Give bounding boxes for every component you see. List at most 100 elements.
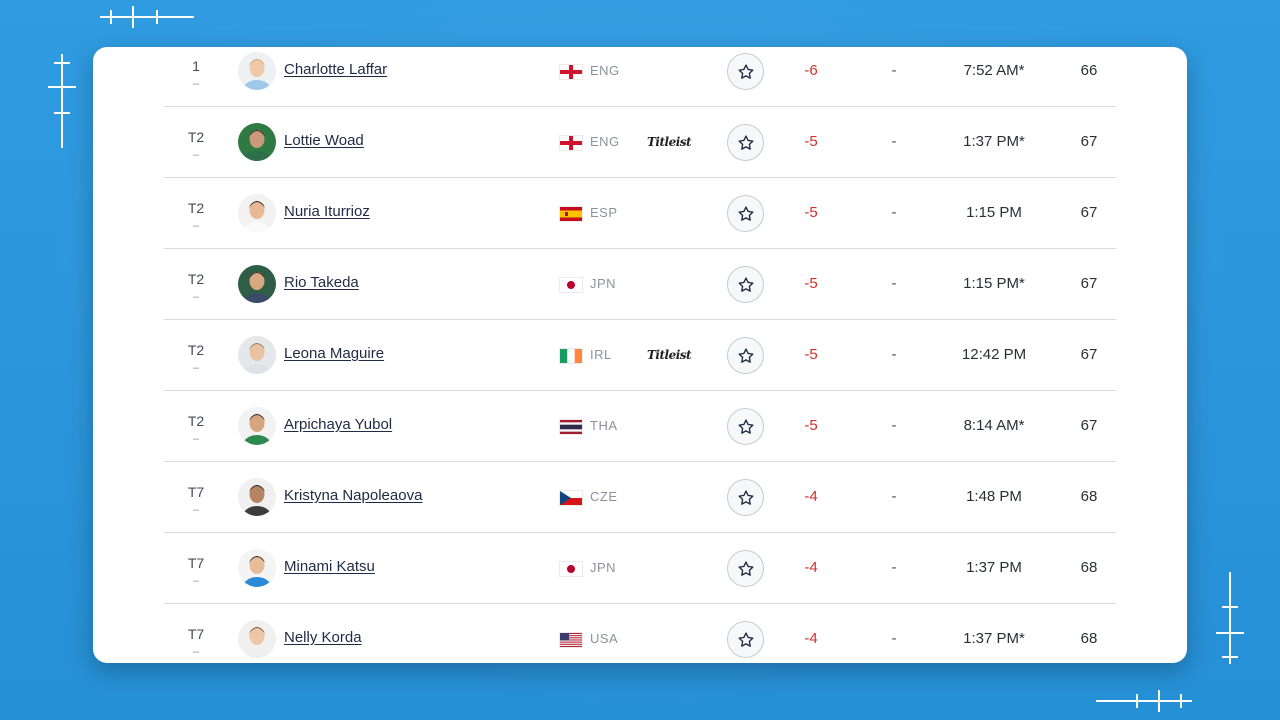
- star-icon: [737, 205, 755, 223]
- position-move: –: [192, 575, 200, 587]
- tee-time: 12:42 PM: [961, 346, 1027, 363]
- sponsor-logo: Titleist: [647, 348, 692, 362]
- favorite-button[interactable]: [727, 337, 764, 374]
- tee-time: 1:48 PM: [966, 488, 1022, 505]
- country-code: IRL: [590, 347, 612, 362]
- round-score: 67: [1080, 204, 1098, 221]
- avatar: [238, 407, 276, 445]
- tee-time: 1:15 PM*: [963, 275, 1025, 292]
- favorite-button[interactable]: [727, 195, 764, 232]
- table-row: T7 – Kristyna Napoleaova CZE -4 - 1:48 P…: [164, 462, 1116, 533]
- player-name-link[interactable]: Nelly Korda: [284, 629, 362, 646]
- total-score: -5: [804, 133, 818, 150]
- thru: -: [891, 559, 897, 576]
- table-row: T2 – Rio Takeda JPN -5 - 1:15 PM* 67: [164, 249, 1116, 320]
- country-code: JPN: [590, 560, 617, 575]
- avatar: [238, 336, 276, 374]
- player-name-link[interactable]: Arpichaya Yubol: [284, 416, 393, 433]
- round-score: 67: [1080, 346, 1098, 363]
- position: 1: [192, 58, 200, 74]
- position-move: –: [192, 646, 200, 658]
- player-name-link[interactable]: Charlotte Laffar: [284, 61, 388, 78]
- position-move: –: [192, 504, 200, 516]
- table-row: T2 – Nuria Iturrioz ESP -5 - 1:15 PM 67: [164, 178, 1116, 249]
- favorite-button[interactable]: [727, 124, 764, 161]
- star-icon: [737, 347, 755, 365]
- player-name-link[interactable]: Leona Maguire: [284, 345, 385, 362]
- england-flag-icon: [560, 65, 582, 79]
- thailand-flag-icon: [560, 420, 582, 434]
- thru: -: [891, 488, 897, 505]
- position: T7: [187, 555, 205, 571]
- round-score: 68: [1080, 630, 1098, 647]
- star-icon: [737, 134, 755, 152]
- position-move: –: [192, 78, 200, 90]
- sponsor-logo: Titleist: [647, 135, 692, 149]
- tee-time: 1:37 PM*: [963, 133, 1025, 150]
- favorite-button[interactable]: [727, 53, 764, 90]
- position: T7: [187, 484, 205, 500]
- table-row: T2 – Leona Maguire IRL Titleist -5 - 12:…: [164, 320, 1116, 391]
- favorite-button[interactable]: [727, 550, 764, 587]
- player-name-link[interactable]: Nuria Iturrioz: [284, 203, 370, 220]
- position-move: –: [192, 433, 200, 445]
- table-row: T7 – Nelly Korda USA -4 - 1:37 PM* 68: [164, 604, 1116, 663]
- position-move: –: [192, 362, 200, 374]
- country-code: USA: [590, 631, 619, 646]
- leaderboard-table: 1 – Charlotte Laffar ENG -6 - 7:52 AM* 6…: [164, 47, 1116, 663]
- favorite-button[interactable]: [727, 621, 764, 658]
- position: T2: [187, 413, 205, 429]
- decor-bottom-right: [1096, 688, 1192, 716]
- czech-flag-icon: [560, 491, 582, 505]
- favorite-button[interactable]: [727, 408, 764, 445]
- position: T2: [187, 271, 205, 287]
- round-score: 66: [1080, 62, 1098, 79]
- avatar: [238, 52, 276, 90]
- england-flag-icon: [560, 136, 582, 150]
- player-name-link[interactable]: Rio Takeda: [284, 274, 359, 291]
- thru: -: [891, 204, 897, 221]
- player-name-link[interactable]: Minami Katsu: [284, 558, 375, 575]
- total-score: -4: [804, 488, 818, 505]
- thru: -: [891, 630, 897, 647]
- tee-time: 1:37 PM*: [963, 630, 1025, 647]
- total-score: -4: [804, 630, 818, 647]
- thru: -: [891, 275, 897, 292]
- total-score: -4: [804, 559, 818, 576]
- spain-flag-icon: [560, 207, 582, 221]
- position: T7: [187, 626, 205, 642]
- round-score: 67: [1080, 417, 1098, 434]
- player-name-link[interactable]: Lottie Woad: [284, 132, 364, 149]
- thru: -: [891, 417, 897, 434]
- thru: -: [891, 133, 897, 150]
- star-icon: [737, 489, 755, 507]
- decor-left: [48, 54, 76, 150]
- table-row: T7 – Minami Katsu JPN -4 - 1:37 PM 68: [164, 533, 1116, 604]
- avatar: [238, 194, 276, 232]
- position-move: –: [192, 291, 200, 303]
- position-move: –: [192, 220, 200, 232]
- japan-flag-icon: [560, 278, 582, 292]
- country-code: CZE: [590, 489, 618, 504]
- total-score: -5: [804, 346, 818, 363]
- avatar: [238, 265, 276, 303]
- round-score: 68: [1080, 488, 1098, 505]
- player-name-link[interactable]: Kristyna Napoleaova: [284, 487, 423, 504]
- leaderboard-card: 1 – Charlotte Laffar ENG -6 - 7:52 AM* 6…: [93, 47, 1187, 663]
- japan-flag-icon: [560, 562, 582, 576]
- position: T2: [187, 129, 205, 145]
- star-icon: [737, 560, 755, 578]
- star-icon: [737, 276, 755, 294]
- round-score: 67: [1080, 275, 1098, 292]
- position: T2: [187, 342, 205, 358]
- tee-time: 8:14 AM*: [963, 417, 1025, 434]
- thru: -: [891, 346, 897, 363]
- star-icon: [737, 631, 755, 649]
- total-score: -5: [804, 275, 818, 292]
- star-icon: [737, 63, 755, 81]
- country-code: ESP: [590, 205, 618, 220]
- tee-time: 1:15 PM: [966, 204, 1022, 221]
- avatar: [238, 549, 276, 587]
- favorite-button[interactable]: [727, 479, 764, 516]
- favorite-button[interactable]: [727, 266, 764, 303]
